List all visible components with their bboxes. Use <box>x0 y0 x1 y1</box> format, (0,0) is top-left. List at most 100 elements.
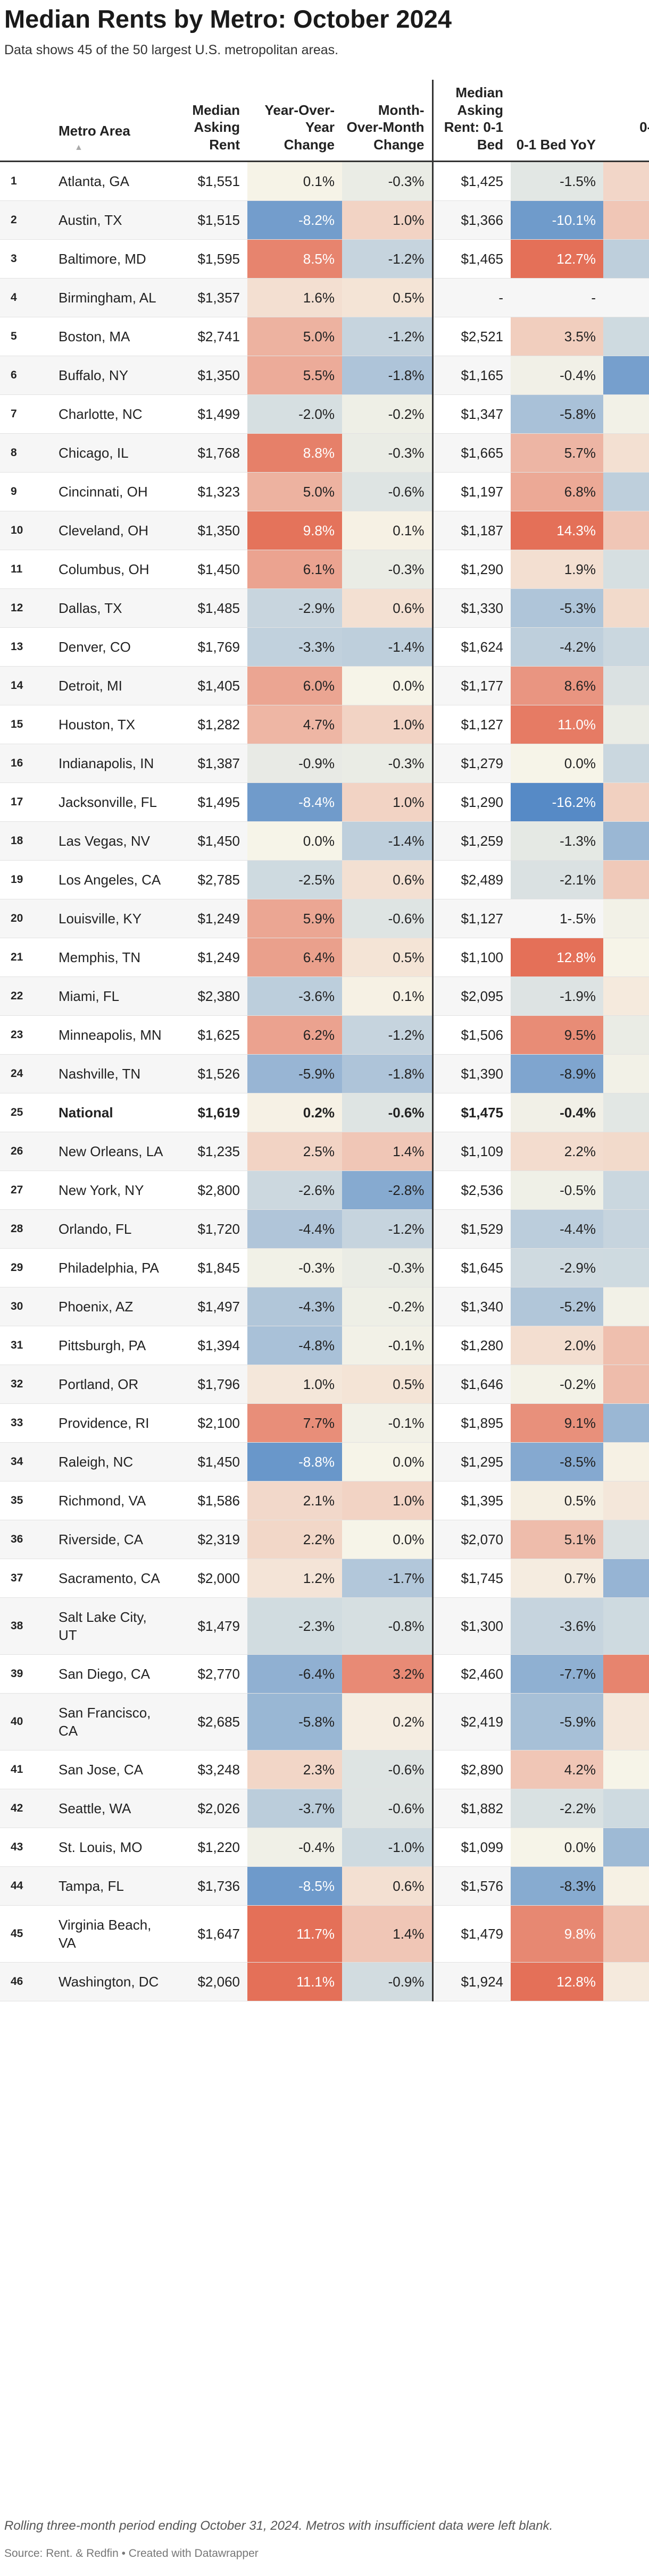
table-row: 25National$1,6190.2%-0.6%$1,475-0.4%-0.5… <box>0 1093 649 1132</box>
table-cell: Columbus, OH <box>53 550 176 589</box>
table-cell: -8.3% <box>511 1866 603 1906</box>
table-cell: $1,450 <box>176 1442 247 1481</box>
table-cell: 1.4% <box>342 1132 432 1171</box>
table-cell: -5.2% <box>511 1287 603 1326</box>
table-cell: 46 <box>0 1962 53 2001</box>
table-cell: $2,000 <box>176 1559 247 1598</box>
table-cell: $2,800 <box>176 1171 247 1210</box>
table-cell: $1,624 <box>431 627 511 667</box>
table-cell: Tampa, FL <box>53 1866 176 1906</box>
table-cell: -2.9% <box>511 1248 603 1287</box>
table-cell: $1,249 <box>176 938 247 977</box>
table-cell: $1,425 <box>431 161 511 201</box>
table-cell: -0.3% <box>342 744 432 783</box>
table-cell: 2.0% <box>511 1326 603 1365</box>
table-cell: 0.5% <box>342 938 432 977</box>
table-row: 30 Phoenix, AZ $1,497 -4.3% -0.2% $1,340 -5.2%… <box>0 1287 649 1326</box>
table-cell: Los Angeles, CA <box>53 860 176 899</box>
table-cell: Phoenix, AZ <box>53 1287 176 1326</box>
table-cell: -8.2% <box>247 200 342 240</box>
subtitle: Data shows 45 of the 50 largest U.S. met… <box>4 43 339 57</box>
table-cell: 0.9% <box>603 161 649 201</box>
table-cell: 0.2% <box>342 1693 432 1750</box>
table-cell: 6.0% <box>247 666 342 705</box>
table-cell: $2,785 <box>176 860 247 899</box>
table-cell: 41 <box>0 1750 53 1789</box>
table-cell: $2,460 <box>431 1654 511 1694</box>
table-cell: $1,165 <box>431 356 511 395</box>
table-row: 43 St. Louis, MO $1,220 -0.4% -1.0% $1,099 0.0… <box>0 1828 649 1867</box>
table-cell: 1.0% <box>342 200 432 240</box>
table-cell: 26 <box>0 1132 53 1171</box>
table-cell: -5.9% <box>247 1054 342 1093</box>
table-row: 31 Pittsburgh, PA $1,394 -4.8% -0.1% $1,280 2.… <box>0 1326 649 1365</box>
table: Metro Area ▲ Median Asking Rent Year-Over-Y… <box>0 80 649 2001</box>
table-cell: -1.2% <box>342 1209 432 1249</box>
table-cell: $1,645 <box>431 1248 511 1287</box>
table-cell: -2.3% <box>247 1597 342 1655</box>
table-cell: 6.4% <box>247 938 342 977</box>
table-cell: -0.8% <box>603 550 649 589</box>
table-cell: 1-.5% <box>511 899 603 938</box>
table-cell: $1,450 <box>176 550 247 589</box>
table-cell: Memphis, TN <box>53 938 176 977</box>
table-cell: -0.5% <box>511 1171 603 1210</box>
table-cell: -0.2% <box>511 1365 603 1404</box>
header-text: Median Asking Rent <box>192 102 240 153</box>
table-cell: Orlando, FL <box>53 1209 176 1249</box>
table-cell: 45 <box>0 1905 53 1963</box>
table-row: 39 San Diego, CA $2,770 -6.4% 3.2% $2,460 -7.7… <box>0 1654 649 1694</box>
table-cell: 21 <box>0 938 53 977</box>
table-cell: $1,330 <box>431 588 511 628</box>
table-cell: -4.2% <box>511 627 603 667</box>
table-cell: -5.8% <box>511 394 603 434</box>
table-cell: -10.1% <box>511 200 603 240</box>
table-cell: -0.3% <box>342 550 432 589</box>
table-cell: 11.0% <box>511 705 603 744</box>
table-row: 20 Louisville, KY $1,249 5.9% -0.6% $1,127 1-.… <box>0 899 649 938</box>
table-cell: 43 <box>0 1828 53 1867</box>
table-cell: 0.1% <box>247 161 342 201</box>
title: Median Rents by Metro: October 2024 <box>4 5 452 33</box>
table-cell: -0.7% <box>603 1520 649 1559</box>
table-cell: -0.6% <box>342 1750 432 1789</box>
table-cell: Austin, TX <box>53 200 176 240</box>
table-cell: $1,497 <box>176 1287 247 1326</box>
table-cell: $1,796 <box>176 1365 247 1404</box>
table-cell: 0.5% <box>342 1365 432 1404</box>
table-cell: Minneapolis, MN <box>53 1015 176 1055</box>
table-cell: $2,380 <box>176 976 247 1016</box>
table-cell: 12.8% <box>511 938 603 977</box>
table-cell: -0.1% <box>603 1054 649 1093</box>
table-cell: 0.7% <box>511 1559 603 1598</box>
header-text: 0-1 Bed YoY <box>516 136 596 153</box>
column-header <box>0 80 53 162</box>
table-cell: -4.3% <box>247 1287 342 1326</box>
table-cell: $2,070 <box>431 1520 511 1559</box>
table-cell: -8.8% <box>247 1442 342 1481</box>
table-cell: 10 <box>0 511 53 550</box>
table-cell: $1,350 <box>176 356 247 395</box>
table-cell: $1,526 <box>176 1054 247 1093</box>
table-cell: 12.7% <box>511 239 603 279</box>
table-cell: $1,646 <box>431 1365 511 1404</box>
table-cell: $1,529 <box>431 1209 511 1249</box>
source: Source: Rent. & Redfin • Created with Da… <box>4 2547 259 2560</box>
table-cell: 7.7% <box>247 1403 342 1443</box>
table-cell: 1.0% <box>342 782 432 822</box>
table-cell: -0.4% <box>247 1828 342 1867</box>
table-cell: -0.3% <box>342 1248 432 1287</box>
table-cell: 20 <box>0 899 53 938</box>
table-cell: Riverside, CA <box>53 1520 176 1559</box>
table-cell: 0.3% <box>603 976 649 1016</box>
table-cell: $1,479 <box>431 1905 511 1963</box>
table-cell: 5.5% <box>247 356 342 395</box>
table-cell: 15 <box>0 705 53 744</box>
table-cell: 2.2% <box>247 1520 342 1559</box>
